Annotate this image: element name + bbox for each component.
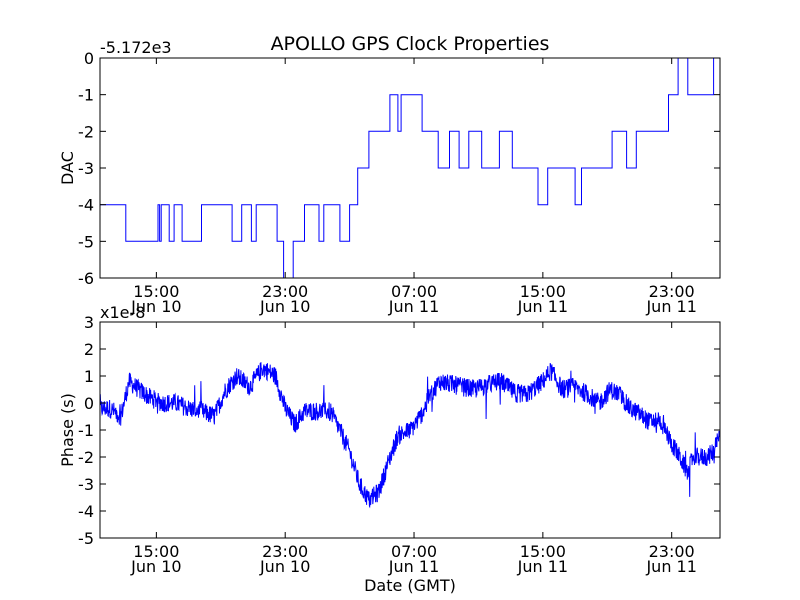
- phase-x-tick-time: 15:00: [133, 542, 179, 561]
- dac-series: [100, 57, 721, 279]
- dac-y-tick-label: -6: [78, 269, 94, 288]
- phase-y-tick-label: 0: [84, 394, 94, 413]
- phase-y-tick-label: 2: [84, 340, 94, 359]
- dac-y-axis-label: DAC: [58, 151, 77, 185]
- dac-x-tick-time: 23:00: [262, 282, 308, 301]
- dac-x-tick-date: Jun 10: [259, 297, 310, 316]
- dac-series-line: [100, 57, 721, 279]
- dac-x-tick-time: 23:00: [649, 282, 695, 301]
- dac-y-tick-label: -4: [78, 196, 94, 215]
- phase-y-tick-label: -2: [78, 448, 94, 467]
- dac-x-tick-date: Jun 11: [388, 297, 439, 316]
- phase-x-tick-date: Jun 10: [130, 557, 181, 576]
- dac-y-tick-label: -1: [78, 86, 94, 105]
- dac-y-tick-label: -3: [78, 159, 94, 178]
- dac-offset-label: -5.172e3: [100, 38, 172, 57]
- phase-y-tick-label: -1: [78, 421, 94, 440]
- phase-series-line: [99, 362, 721, 509]
- phase-x-tick-date: Jun 11: [388, 557, 439, 576]
- phase-y-tick-label: 3: [84, 313, 94, 332]
- dac-y-tick-label: -5: [78, 232, 94, 251]
- dac-y-tick-label: 0: [84, 49, 94, 68]
- dac-x-tick-time: 15:00: [133, 282, 179, 301]
- phase-x-tick-date: Jun 10: [259, 557, 310, 576]
- phase-y-tick-label: -4: [78, 502, 94, 521]
- dac-y-tick-label: -2: [78, 122, 94, 141]
- phase-x-tick-time: 15:00: [520, 542, 566, 561]
- dac-x-tick-date: Jun 11: [517, 297, 568, 316]
- phase-x-tick-time: 23:00: [649, 542, 695, 561]
- x-axis-label: Date (GMT): [364, 576, 456, 595]
- dac-x-tick-time: 07:00: [391, 282, 437, 301]
- phase-panel: x1e-8 Phase (s) Date (GMT) 3 2 1 0 -1 -2 -3 -4 -…: [58, 303, 721, 595]
- phase-y-tick-label: -5: [78, 529, 94, 548]
- dac-x-tick-time: 15:00: [520, 282, 566, 301]
- phase-y-tick-label: -3: [78, 475, 94, 494]
- phase-offset-label: x1e-8: [100, 303, 145, 322]
- phase-y-axis-label: Phase (s): [58, 393, 77, 467]
- phase-x-tick-time: 23:00: [262, 542, 308, 561]
- phase-series: [99, 362, 721, 509]
- phase-x-tick-date: Jun 11: [645, 557, 696, 576]
- phase-y-tick-label: 1: [84, 367, 94, 386]
- phase-plot-frame: [99, 321, 721, 539]
- dac-plot-frame: [99, 57, 721, 279]
- dac-x-tick-date: Jun 10: [130, 297, 181, 316]
- dac-x-tick-date: Jun 11: [645, 297, 696, 316]
- phase-x-tick-date: Jun 11: [517, 557, 568, 576]
- chart-title: APOLLO GPS Clock Properties: [271, 33, 550, 55]
- phase-x-tick-time: 07:00: [391, 542, 437, 561]
